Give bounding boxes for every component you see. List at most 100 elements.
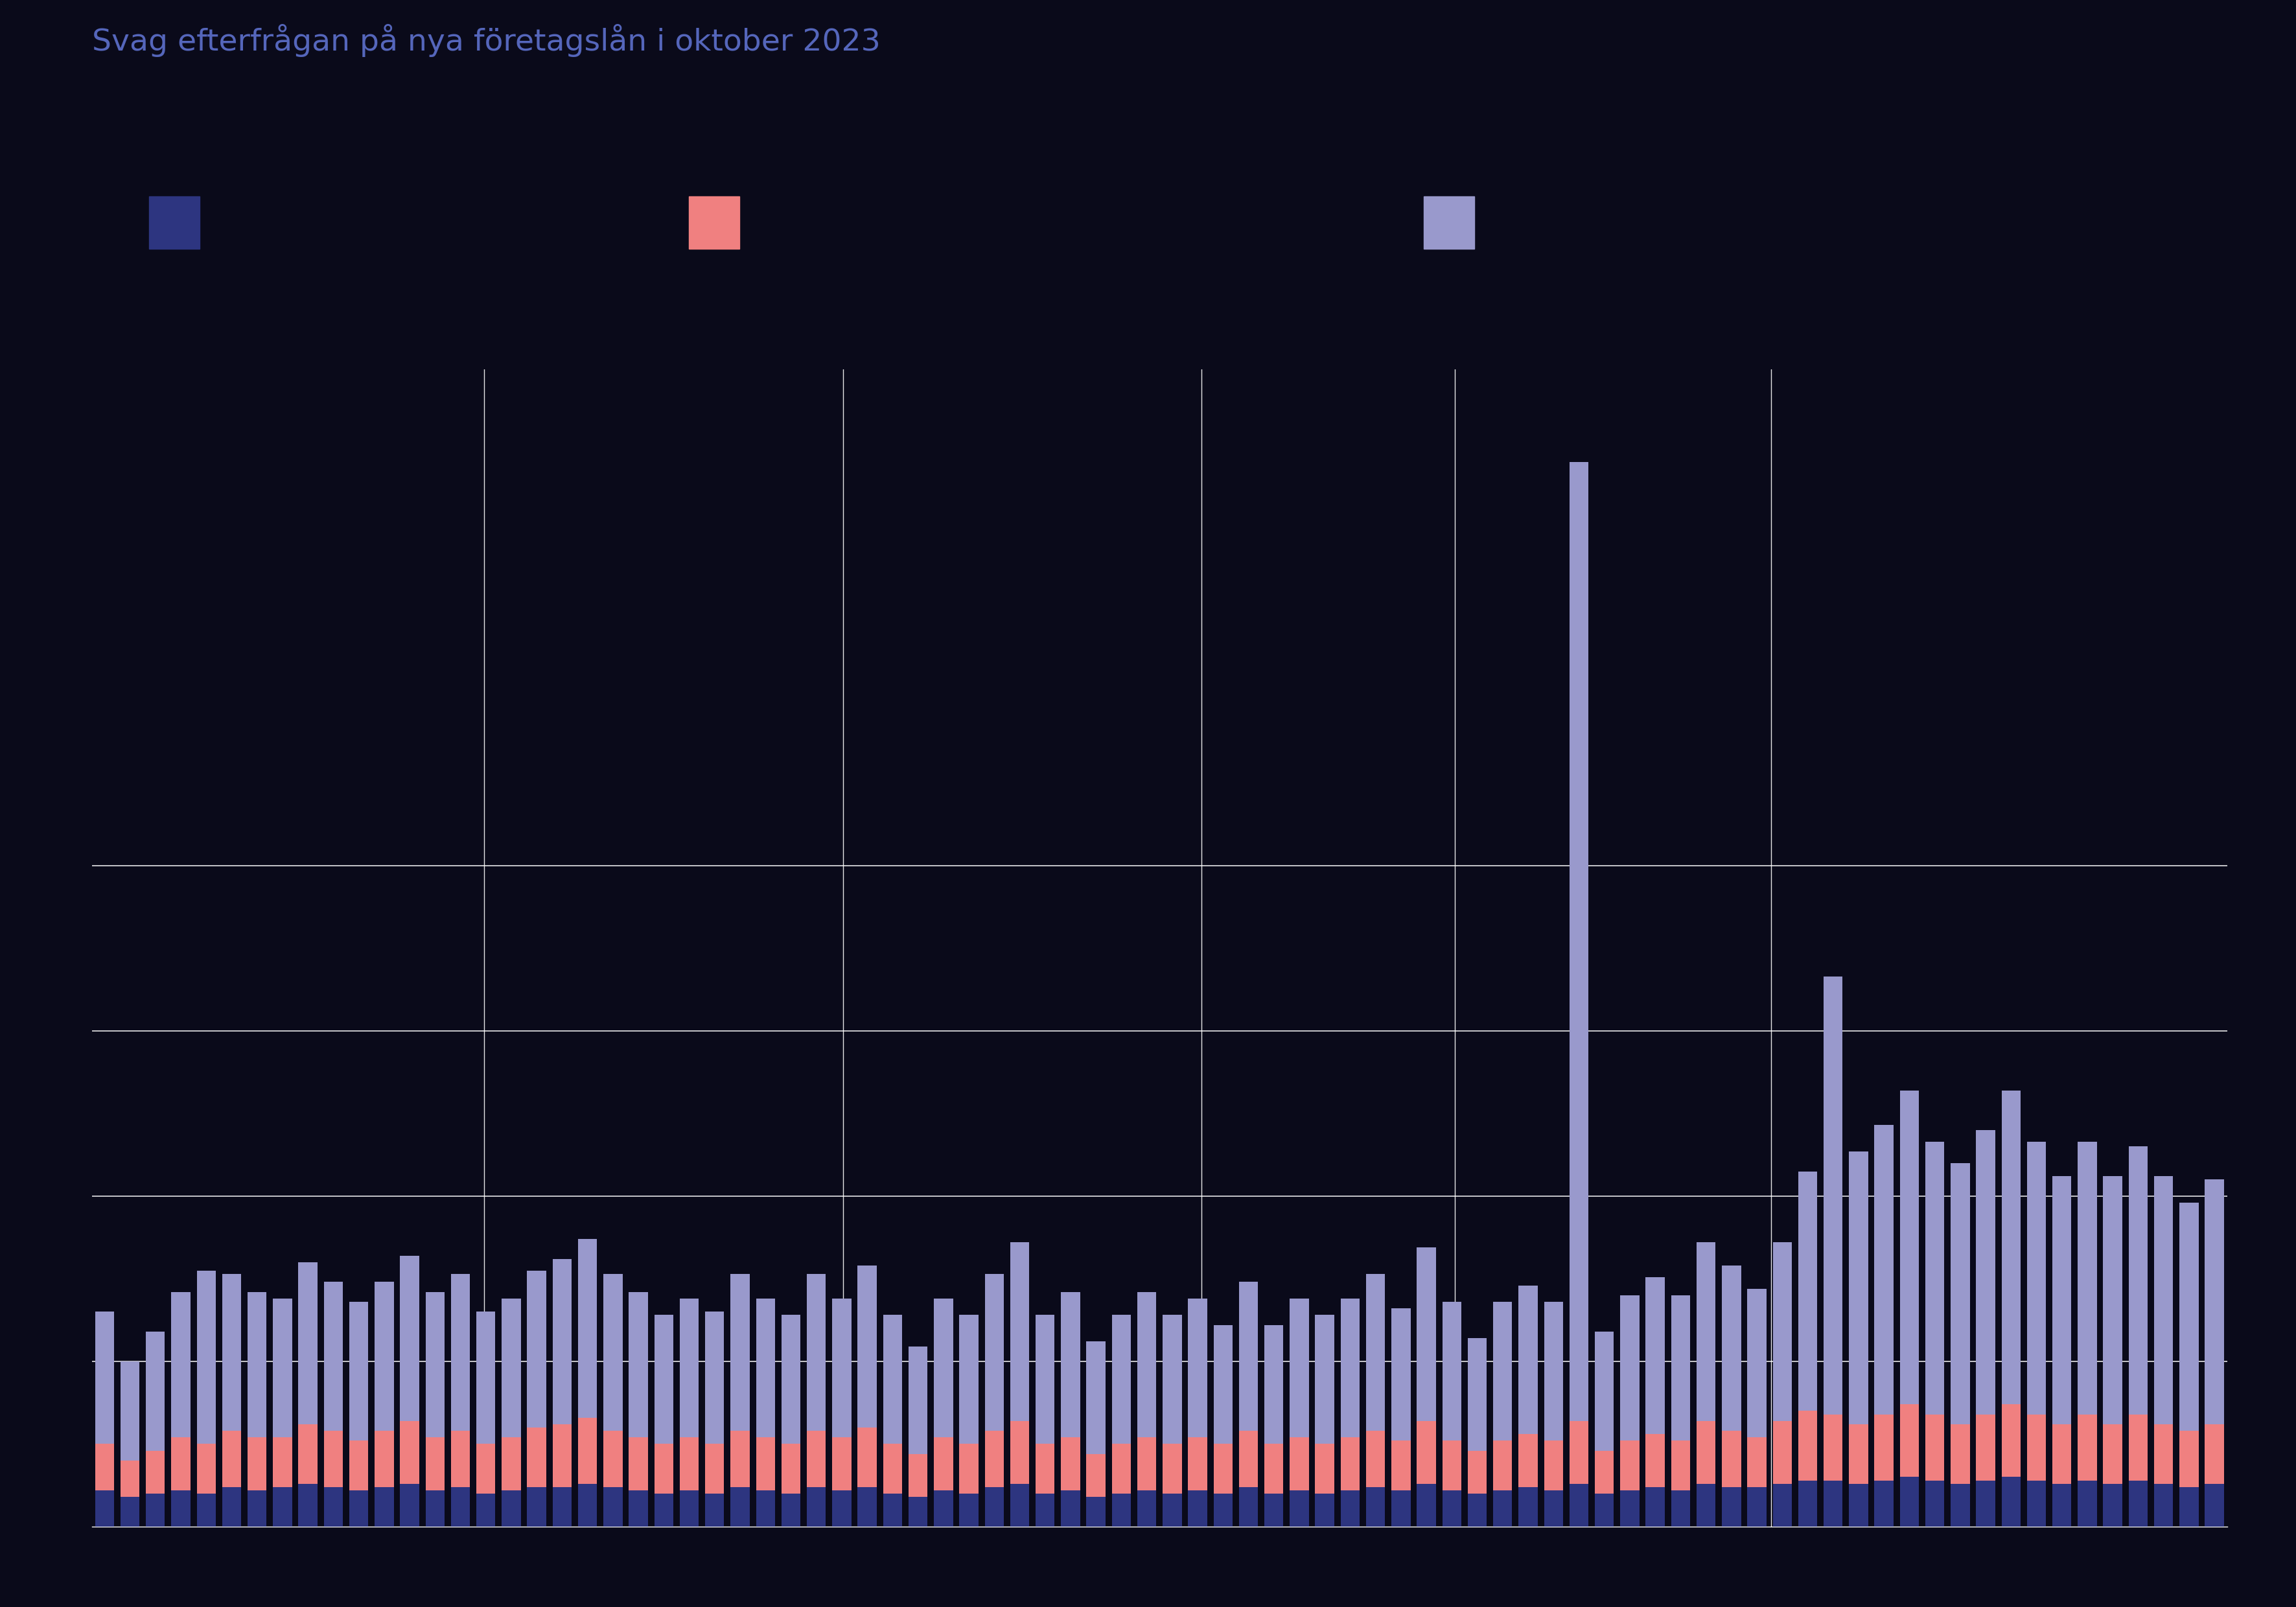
Bar xyxy=(1926,1414,1945,1480)
Text: Svag efterfrågan på nya företagslån i oktober 2023: Svag efterfrågan på nya företagslån i ok… xyxy=(92,24,879,58)
Bar xyxy=(884,1493,902,1527)
Bar xyxy=(1543,1441,1564,1490)
Bar xyxy=(298,1261,317,1424)
Bar xyxy=(781,1315,801,1445)
Bar xyxy=(806,1486,827,1527)
Bar xyxy=(1467,1451,1488,1493)
Bar xyxy=(1137,1437,1157,1490)
Bar xyxy=(781,1493,801,1527)
Bar xyxy=(1035,1445,1054,1493)
Bar xyxy=(960,1315,978,1445)
Bar xyxy=(1926,1480,1945,1527)
Bar xyxy=(1621,1441,1639,1490)
Bar xyxy=(1722,1430,1740,1486)
Bar xyxy=(806,1274,827,1430)
Bar xyxy=(859,1486,877,1527)
Bar xyxy=(528,1486,546,1527)
Bar xyxy=(1010,1421,1029,1483)
Bar xyxy=(629,1437,647,1490)
Bar xyxy=(1187,1298,1208,1437)
Bar xyxy=(1417,1421,1435,1483)
Bar xyxy=(425,1437,445,1490)
Bar xyxy=(1621,1295,1639,1441)
Bar xyxy=(1442,1490,1460,1527)
Bar xyxy=(475,1493,496,1527)
Bar xyxy=(1722,1486,1740,1527)
Bar xyxy=(960,1493,978,1527)
Bar xyxy=(374,1430,393,1486)
Bar xyxy=(1240,1430,1258,1486)
Bar xyxy=(1290,1298,1309,1437)
Bar xyxy=(1010,1483,1029,1527)
Bar xyxy=(1240,1486,1258,1527)
Bar xyxy=(985,1486,1003,1527)
Bar xyxy=(781,1445,801,1493)
Bar xyxy=(680,1298,698,1437)
Bar xyxy=(1646,1433,1665,1486)
Bar xyxy=(654,1315,673,1445)
Bar xyxy=(1926,1141,1945,1414)
Bar xyxy=(1162,1445,1182,1493)
Bar xyxy=(934,1298,953,1437)
Bar xyxy=(1265,1493,1283,1527)
Bar xyxy=(450,1430,471,1486)
Bar xyxy=(273,1298,292,1437)
Bar xyxy=(1035,1493,1054,1527)
Bar xyxy=(831,1437,852,1490)
Bar xyxy=(859,1265,877,1427)
Bar xyxy=(172,1437,191,1490)
Bar xyxy=(2179,1430,2200,1486)
Bar xyxy=(528,1271,546,1427)
Bar xyxy=(1518,1486,1538,1527)
Bar xyxy=(985,1430,1003,1486)
Bar xyxy=(909,1454,928,1496)
Bar xyxy=(147,1332,165,1451)
Bar xyxy=(503,1298,521,1437)
Bar xyxy=(1596,1332,1614,1451)
Bar xyxy=(680,1437,698,1490)
Bar xyxy=(1035,1315,1054,1445)
Bar xyxy=(197,1271,216,1445)
Bar xyxy=(1137,1292,1157,1437)
Bar xyxy=(1417,1247,1435,1421)
Bar xyxy=(2128,1480,2147,1527)
Bar xyxy=(425,1292,445,1437)
Bar xyxy=(1391,1308,1410,1441)
Bar xyxy=(119,1461,140,1496)
Bar xyxy=(197,1493,216,1527)
Bar xyxy=(1697,1242,1715,1421)
Bar xyxy=(119,1361,140,1461)
Bar xyxy=(528,1427,546,1486)
Bar xyxy=(2002,1477,2020,1527)
Bar xyxy=(324,1430,342,1486)
Bar xyxy=(2154,1176,2172,1424)
Bar xyxy=(1977,1414,1995,1480)
Bar xyxy=(1391,1490,1410,1527)
Bar xyxy=(94,1311,115,1445)
Bar xyxy=(273,1486,292,1527)
Bar xyxy=(1646,1278,1665,1433)
Bar xyxy=(1823,975,1844,1414)
Bar xyxy=(705,1493,723,1527)
Bar xyxy=(1798,1172,1816,1411)
Bar xyxy=(1417,1483,1435,1527)
Bar xyxy=(1290,1490,1309,1527)
Bar xyxy=(1773,1242,1791,1421)
Bar xyxy=(248,1490,266,1527)
Bar xyxy=(2078,1414,2096,1480)
Bar xyxy=(2154,1483,2172,1527)
Bar xyxy=(1899,1477,1919,1527)
Bar xyxy=(806,1430,827,1486)
Bar xyxy=(1442,1441,1460,1490)
Bar xyxy=(1215,1326,1233,1445)
Bar xyxy=(629,1292,647,1437)
Bar xyxy=(349,1302,367,1441)
Bar xyxy=(374,1486,393,1527)
Bar xyxy=(94,1445,115,1490)
Bar xyxy=(1215,1493,1233,1527)
Bar xyxy=(1366,1430,1384,1486)
Bar xyxy=(1570,1483,1589,1527)
Bar xyxy=(1899,1405,1919,1477)
Bar xyxy=(248,1437,266,1490)
Bar xyxy=(1518,1286,1538,1433)
